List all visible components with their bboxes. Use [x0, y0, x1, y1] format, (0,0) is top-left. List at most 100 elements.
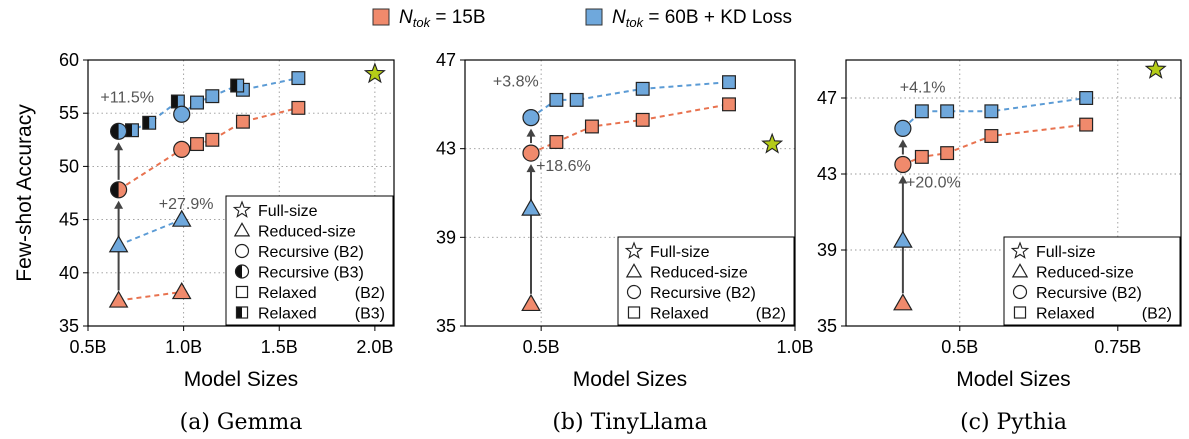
- marker-recursive-b2-orange: [522, 144, 540, 162]
- x-tick-label: 0.5B: [941, 337, 978, 357]
- legend-text-rel_b3: Relaxed: [258, 306, 317, 323]
- marker-recursive-b2-blue: [522, 109, 540, 127]
- y-tick-label: 35: [817, 316, 837, 336]
- x-axis-label: Model Sizes: [184, 368, 298, 391]
- marker-reduced-blue: [893, 230, 913, 248]
- gain-annotation: +11.5%: [100, 90, 154, 107]
- marker-reduced-blue: [171, 209, 192, 227]
- legend-marker-rel_b3-ring: [235, 306, 249, 319]
- legend-marker-rec_b2: [1012, 284, 1028, 300]
- marker-recursive-b3-orange-ring: [109, 181, 128, 199]
- marker-full-size: [1144, 60, 1167, 79]
- marker-relaxed-b3-blue: [230, 78, 245, 93]
- legend-text-rec_b3: Recursive (B3): [258, 265, 364, 282]
- x-tick-label: 1.5B: [261, 337, 298, 357]
- legend-swatch-orange: [372, 8, 390, 26]
- legend-marker-rec_b2: [234, 243, 250, 259]
- marker-reduced-blue: [521, 198, 541, 216]
- marker-relaxed-b2-blue: [291, 71, 306, 86]
- legend-text-rel_b2-variant: (B2): [355, 285, 385, 302]
- y-tick-label: 39: [817, 240, 837, 260]
- legend-text-full: Full-size: [258, 203, 318, 220]
- gain-annotation: +20.0%: [906, 174, 961, 191]
- x-tick-label: 0.5B: [523, 337, 560, 357]
- x-tick-label: 0.75B: [1094, 337, 1141, 357]
- marker-relaxed-b2-blue: [205, 89, 220, 104]
- legend-marker-full: [624, 241, 644, 259]
- y-tick-label: 50: [59, 156, 79, 176]
- legend-marker-rel_b2: [627, 306, 641, 319]
- legend-text-reduced: Reduced-size: [258, 224, 356, 241]
- dashed-line-blue: [530, 81, 730, 119]
- marker-relaxed-b2-orange: [190, 137, 204, 152]
- marker-relaxed-b2-orange: [549, 135, 564, 149]
- marker-reduced-orange: [108, 290, 129, 308]
- plot-frame: [845, 59, 1182, 327]
- plot-frame: [464, 59, 796, 327]
- marker-relaxed-b3-blue-ring: [230, 78, 245, 93]
- marker-relaxed-b3-blue-half: [125, 123, 132, 137]
- marker-relaxed-b3-blue: [125, 123, 139, 138]
- marker-relaxed-b2-blue: [569, 92, 584, 107]
- marker-relaxed-b3-blue: [170, 94, 185, 109]
- marker-recursive-b3-orange-half: [110, 181, 119, 198]
- legend-text-full: Full-size: [1036, 244, 1096, 261]
- legend-text-rec_b2: Recursive (B2): [650, 285, 756, 302]
- legend-marker-full: [1010, 241, 1030, 259]
- legend-marker-rel_b2: [235, 285, 249, 299]
- marker-recursive-b2-orange: [173, 140, 191, 158]
- gain-annotation: +4.1%: [900, 79, 946, 96]
- legend-text-rel_b2-variant: (B2): [756, 306, 786, 323]
- dashed-line-blue-reduced: [118, 218, 183, 247]
- dashed-line-orange-reduced: [118, 290, 182, 302]
- legend-marker-rec_b2: [626, 284, 642, 300]
- marker-recursive-b2-blue: [173, 105, 191, 123]
- legend-marker-reduced: [1011, 263, 1029, 278]
- marker-reduced-blue: [108, 235, 129, 253]
- legend-text-rec_b2: Recursive (B2): [258, 244, 364, 261]
- y-tick-label: 39: [436, 227, 456, 247]
- legend-text-rel_b2-variant: (B2): [1142, 306, 1172, 323]
- y-axis-label: Few-shot Accuracy: [13, 104, 36, 282]
- legend-marker-rel_b3-half: [236, 306, 242, 319]
- marker-recursive-b3-blue: [109, 122, 128, 140]
- x-tick-label: 1.0B: [776, 337, 813, 357]
- legend-marker-rec_b3-half: [235, 265, 242, 278]
- arrow-upper-head: [114, 142, 124, 151]
- plot-area: [893, 60, 1167, 311]
- legend-text-rel_b2: Relaxed: [258, 285, 317, 302]
- y-tick-label: 60: [59, 50, 79, 70]
- plot-frame: [87, 59, 395, 327]
- marker-legend: Full-size Reduced-size Recursive (B2) Relax…: [1003, 236, 1181, 326]
- panel-caption: (b) TinyLlama: [552, 410, 707, 435]
- panel-caption: (c) Pythia: [960, 410, 1067, 435]
- marker-legend: Full-size Reduced-size Recursive (B2) Relax…: [617, 236, 795, 326]
- marker-legend-box: [225, 195, 394, 326]
- marker-relaxed-b3-blue: [142, 115, 157, 130]
- marker-recursive-b3-blue-half: [110, 123, 119, 140]
- legend-marker-rec_b3-ring: [234, 264, 250, 279]
- marker-relaxed-b2-orange: [584, 119, 599, 134]
- legend-swatch-blue: [585, 8, 603, 26]
- marker-reduced-orange: [521, 293, 541, 312]
- legend-text-rel_b2: Relaxed: [1036, 306, 1095, 323]
- marker-recursive-b3-orange: [109, 181, 128, 199]
- marker-relaxed-b2-blue: [190, 95, 204, 110]
- marker-relaxed-b2-orange: [940, 146, 955, 161]
- legend-text-rel_b3-variant: (B3): [355, 306, 385, 323]
- legend-text-full: Full-size: [650, 244, 710, 261]
- top-legend: Ntok = 15B Ntok = 60B + KD Loss: [372, 7, 792, 30]
- marker-relaxed-b2-blue: [722, 75, 736, 90]
- x-tick-label: 0.5B: [69, 337, 106, 357]
- y-tick-label: 55: [59, 103, 79, 123]
- dashed-line-blue: [902, 97, 1087, 130]
- y-tick-label: 35: [436, 316, 456, 336]
- marker-relaxed-b2-orange: [914, 149, 929, 164]
- arrow-lower-head: [114, 200, 124, 209]
- marker-relaxed-b2-blue: [549, 92, 564, 107]
- marker-relaxed-b2-orange: [1079, 117, 1094, 132]
- gain-annotation: +18.6%: [536, 158, 591, 175]
- legend-label-blue: Ntok = 60B + KD Loss: [612, 7, 792, 30]
- marker-relaxed-b3-blue-half: [171, 95, 178, 108]
- plot-area: [521, 75, 784, 312]
